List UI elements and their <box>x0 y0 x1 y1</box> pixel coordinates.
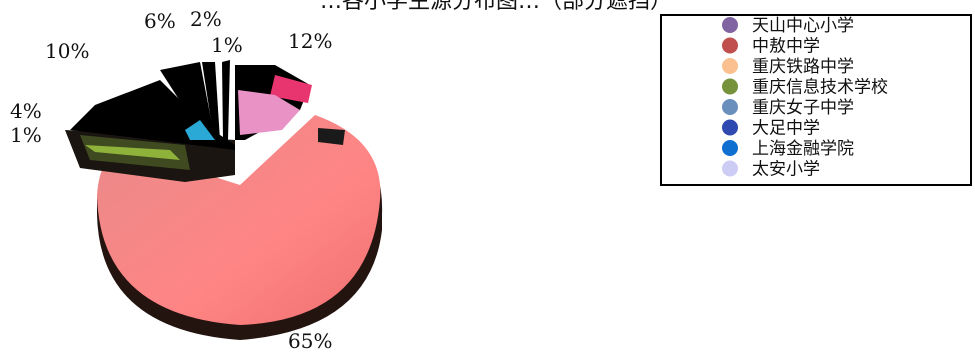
label-65pct: 65% <box>288 329 332 352</box>
label-1pct-left: 1% <box>10 123 42 147</box>
legend-marker-7 <box>722 160 738 177</box>
pie-small-slices <box>65 60 345 182</box>
label-1pct-top: 1% <box>211 33 243 57</box>
legend-label-7: 太安小学 <box>752 160 820 180</box>
legend-marker-3 <box>722 78 738 95</box>
legend-label-2: 重庆铁路中学 <box>752 57 854 77</box>
legend-box <box>660 14 972 186</box>
slice-pink <box>238 90 300 135</box>
legend-label-1: 中敖中学 <box>752 37 820 57</box>
legend: 天山中心小学中敖中学重庆铁路中学重庆信息技术学校重庆女子中学大足中学上海金融学院… <box>660 14 972 186</box>
slice-2pct <box>202 62 220 140</box>
legend-marker-6 <box>722 140 738 156</box>
legend-label-0: 天山中心小学 <box>752 16 854 36</box>
label-6pct: 6% <box>144 9 176 33</box>
slice-cyan <box>185 120 215 140</box>
legend-marker-4 <box>722 99 738 115</box>
label-4pct: 4% <box>10 99 42 123</box>
legend-marker-5 <box>722 119 738 136</box>
legend-label-5: 大足中学 <box>752 119 820 139</box>
legend-label-3: 重庆信息技术学校 <box>752 78 888 98</box>
label-10pct: 10% <box>45 39 89 63</box>
label-12pct: 12% <box>288 29 332 53</box>
slice-1pct-a <box>222 60 230 140</box>
slice-6pct <box>160 62 215 140</box>
slice-12pct-top <box>270 75 312 103</box>
legend-marker-0 <box>722 17 738 33</box>
chart-title: …各小学生源分布图…（部分遮挡） <box>320 0 672 14</box>
label-2pct: 2% <box>190 7 222 31</box>
legend-marker-1 <box>722 37 738 54</box>
slice-green <box>85 145 180 160</box>
legend-label-6: 上海金融学院 <box>752 139 854 159</box>
slice-tiny-right <box>318 128 345 145</box>
legend-label-4: 重庆女子中学 <box>752 98 854 118</box>
legend-marker-2 <box>722 58 738 74</box>
